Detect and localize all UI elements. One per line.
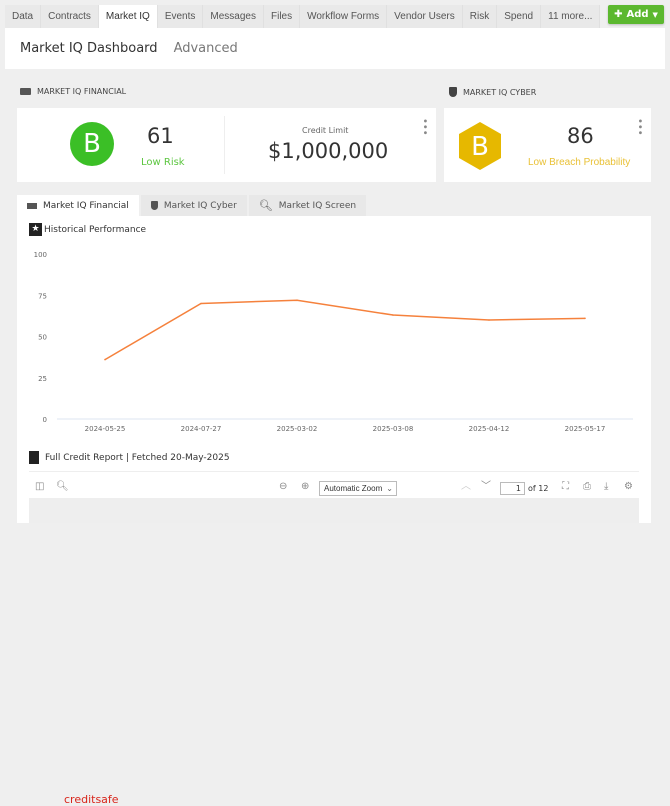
cyber-score: 86 [567,124,594,148]
star-history-icon: ★ [29,223,42,236]
tab-workflow-forms[interactable]: Workflow Forms [300,5,388,28]
data-point [488,319,490,321]
next-page-icon[interactable]: ﹀ [481,481,491,492]
tab-market-iq[interactable]: Market IQ [98,5,158,28]
plus-icon: ✚ [614,9,623,20]
print-icon[interactable]: ⎙ [583,481,591,492]
search-icon[interactable]: 🔍︎ [56,481,69,492]
cyber-card: B 86 Low Breach Probability ••• [444,108,651,182]
financial-panel: ★ Historical Performance 0 25 50 75 100 2024-0… [17,216,651,806]
zoom-in-icon[interactable]: ⊕ [301,481,310,492]
page-count: of 12 [528,484,549,493]
more-options-icon[interactable]: ••• [419,118,430,136]
caret-down-icon: ▼ [652,10,658,19]
x-tick-label: 2025-03-02 [277,425,318,433]
financial-card: B 61 Low Risk Credit Limit $1,000,000 ••… [17,108,436,182]
search-icon: 🔍︎ [258,199,273,212]
shield-icon [449,87,457,97]
x-tick-label: 2024-07-27 [181,425,222,433]
tab-spend[interactable]: Spend [497,5,542,28]
data-point [200,302,202,305]
cyber-grade-badge: B [459,122,501,170]
tab-market-iq-screen[interactable]: 🔍︎ Market IQ Screen [248,195,367,216]
download-icon[interactable]: ⤓ [604,481,609,492]
financial-score: 61 [147,124,174,148]
historical-performance-heading: ★ Historical Performance [29,223,146,236]
zoom-select[interactable]: Automatic Zoom ⌄ [319,481,397,496]
tab-bar: Data Contracts Market IQ Events Messages File… [5,5,601,28]
chevron-down-icon: ⌄ [386,484,393,493]
shield-icon [150,201,158,210]
tab-vendor-users[interactable]: Vendor Users [387,5,463,28]
page-number-input[interactable]: 1 [500,482,525,495]
financial-section-label: MARKET IQ FINANCIAL [20,87,126,96]
tab-risk[interactable]: Risk [462,5,498,28]
x-tick-label: 2025-03-08 [373,425,414,433]
fullscreen-icon[interactable]: ⛶ [562,481,569,492]
y-tick-label: 100 [34,251,47,259]
credit-limit-label: Credit Limit [302,126,349,135]
tab-11-more-[interactable]: 11 more... [541,5,601,28]
data-point [392,314,394,316]
data-point [104,358,106,361]
credit-report-heading: Full Credit Report | Fetched 20-May-2025 [29,451,230,464]
tab-messages[interactable]: Messages [203,5,264,28]
more-options-icon[interactable]: ••• [634,118,645,136]
series-line [104,299,586,361]
page-header: Market IQ Dashboard Advanced [5,28,665,69]
advanced-link[interactable]: Advanced [173,41,238,56]
y-tick-label: 0 [43,416,47,424]
y-tick-label: 75 [38,292,47,300]
tab-data[interactable]: Data [5,5,42,28]
svg-text:B: B [471,132,489,162]
x-tick-label: 2024-05-25 [85,425,126,433]
creditsafe-logo: creditsafe [64,793,119,806]
money-icon [27,202,37,209]
pdf-viewer[interactable]: creditsafe [29,498,639,806]
settings-icon[interactable]: ⚙ [624,481,633,492]
tab-events[interactable]: Events [157,5,204,28]
pdf-icon [29,451,39,464]
tab-market-iq-cyber[interactable]: Market IQ Cyber [140,195,247,216]
tab-market-iq-financial[interactable]: Market IQ Financial [17,195,139,216]
data-point [296,299,298,301]
x-tick-label: 2025-05-17 [565,425,606,433]
tab-contracts[interactable]: Contracts [41,5,99,28]
cyber-section-label: MARKET IQ CYBER [449,87,536,97]
data-point [584,317,586,320]
financial-grade-badge: B [70,122,114,166]
add-button[interactable]: ✚ Add ▼ [608,5,664,24]
historical-performance-chart: 0 25 50 75 100 2024-05-25 2024-07-27 2025-03-02… [34,251,633,433]
previous-page-icon[interactable]: ︿ [461,481,471,492]
y-tick-label: 50 [38,334,47,342]
money-icon [20,88,31,95]
page-title: Market IQ Dashboard [20,41,158,56]
x-tick-label: 2025-04-12 [469,425,510,433]
cyber-risk-label: Low Breach Probability [528,157,631,168]
sidebar-toggle-icon[interactable]: ◫ [35,481,45,492]
zoom-out-icon[interactable]: ⊖ [279,481,288,492]
tab-files[interactable]: Files [263,5,301,28]
panel-tabs: Market IQ Financial Market IQ Cyber 🔍︎ Ma… [17,195,368,216]
credit-limit-value: $1,000,000 [268,139,389,163]
y-tick-label: 25 [38,375,47,383]
financial-risk-label: Low Risk [141,157,185,168]
